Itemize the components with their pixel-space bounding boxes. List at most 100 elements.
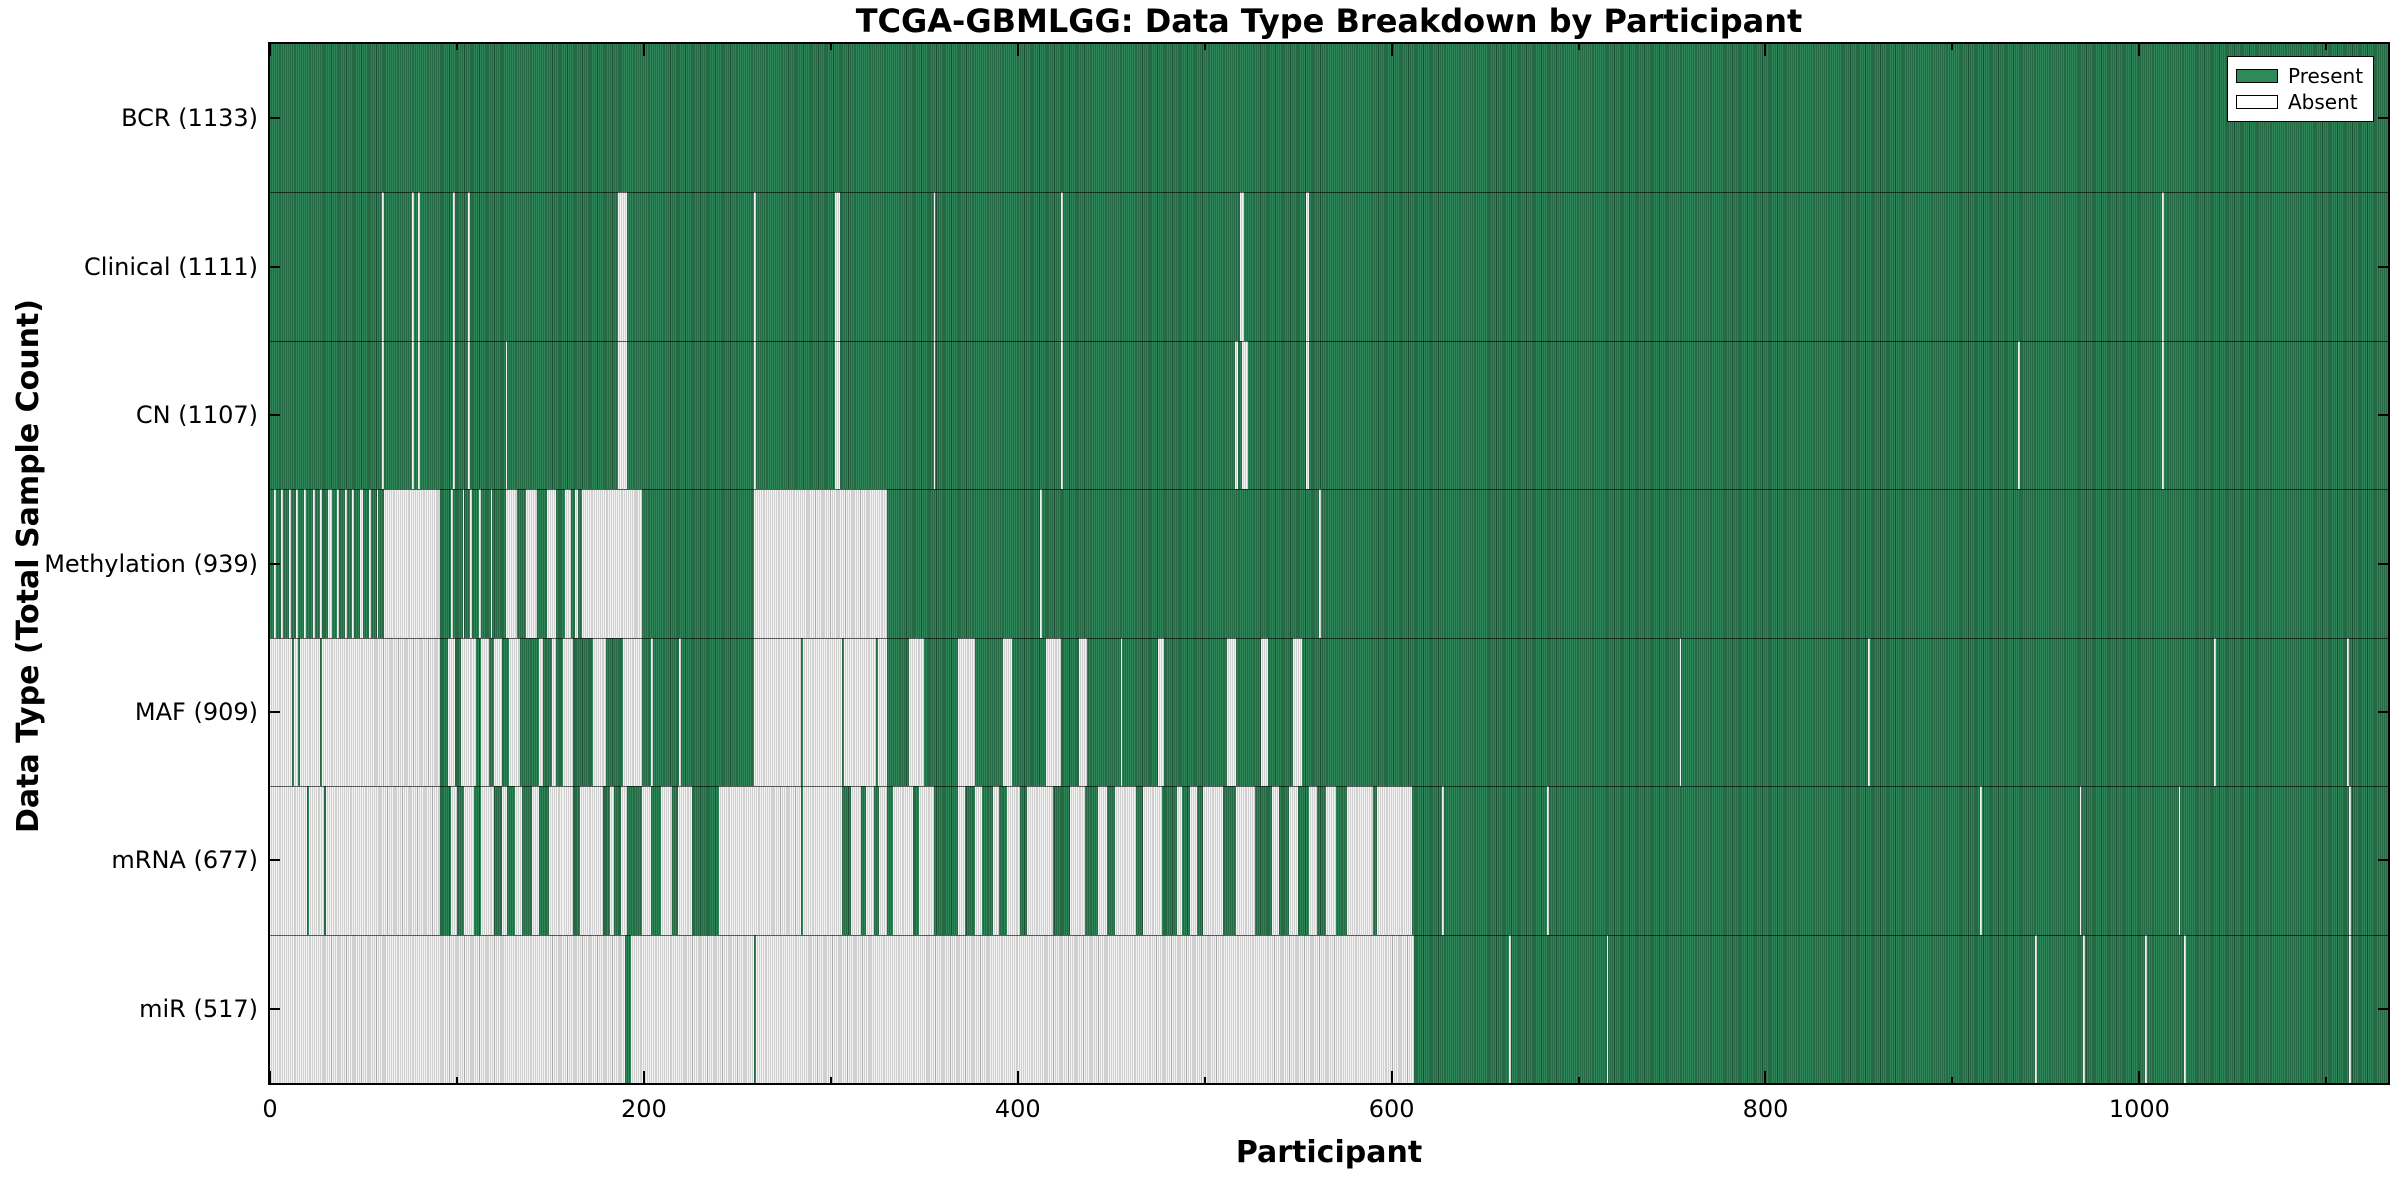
absent-cells [481, 786, 495, 935]
absent-cells [1292, 637, 1302, 787]
x-tick [2138, 1071, 2141, 1083]
absent-cells [563, 637, 573, 787]
absent-cells [1120, 637, 1123, 787]
absent-cells [593, 637, 607, 787]
absent-cells [294, 637, 299, 787]
absent-cells [320, 489, 323, 638]
heatmap-row-methylation [270, 489, 2388, 638]
absent-cells [754, 340, 757, 490]
absent-swatch-icon [2236, 95, 2278, 109]
absent-cells [412, 340, 414, 490]
absent-cells [909, 637, 925, 787]
absent-cells [322, 637, 441, 787]
absent-cells [382, 192, 385, 341]
absent-cells [974, 786, 983, 935]
absent-cells [460, 637, 476, 787]
y-tick [2378, 859, 2388, 862]
absent-cells [617, 192, 628, 341]
absent-cells [270, 934, 626, 1083]
absent-cells [1098, 786, 1108, 935]
absent-cells [417, 340, 420, 490]
absent-cells [1346, 786, 1373, 935]
absent-cells [610, 786, 614, 935]
y-tick-label-methylation: Methylation (939) [44, 549, 258, 578]
absent-cells [1027, 786, 1054, 935]
absent-cells [270, 637, 293, 787]
present-cells [270, 637, 2388, 787]
legend-label-present: Present [2288, 64, 2364, 88]
absent-cells [479, 489, 482, 638]
x-tick [1951, 44, 1954, 50]
heatmap-row-mir [270, 934, 2388, 1083]
absent-cells [376, 489, 379, 638]
absent-cells [1202, 786, 1224, 935]
absent-cells [1305, 340, 1310, 490]
x-tick-label: 400 [994, 1095, 1041, 1123]
absent-cells [451, 489, 454, 638]
absent-cells [384, 489, 441, 638]
x-tick [1764, 1071, 1767, 1083]
absent-cells [957, 637, 975, 787]
x-tick [2325, 1077, 2328, 1083]
legend-entry-present: Present [2236, 66, 2365, 86]
heatmap-row-mrna [270, 786, 2388, 935]
y-tick [2378, 117, 2388, 120]
absent-cells [1509, 934, 1512, 1083]
absent-cells [1142, 786, 1162, 935]
x-tick [829, 1077, 832, 1083]
absent-cells [993, 786, 1000, 935]
absent-cells [2178, 786, 2181, 935]
absent-cells [1070, 786, 1086, 935]
absent-cells [451, 786, 457, 935]
absent-cells [1240, 192, 1244, 341]
absent-cells [494, 637, 502, 787]
absent-cells [509, 637, 521, 787]
absent-cells [623, 637, 642, 787]
absent-cells [754, 489, 887, 638]
absent-cells [1679, 637, 1682, 787]
absent-cells [526, 489, 538, 638]
absent-cells [866, 786, 874, 935]
x-tick [1390, 44, 1393, 56]
plot-area [268, 42, 2390, 1085]
absent-cells [754, 192, 757, 341]
absent-cells [326, 786, 441, 935]
absent-cells [2017, 340, 2020, 490]
absent-cells [352, 489, 355, 638]
absent-cells [2034, 934, 2037, 1083]
absent-cells [462, 489, 465, 638]
x-tick [1203, 44, 1206, 50]
absent-cells [1040, 489, 1043, 638]
absent-cells [582, 489, 642, 638]
absent-cells [1234, 340, 1239, 490]
absent-cells [802, 786, 843, 935]
y-tick [270, 117, 280, 120]
absent-cells [546, 489, 556, 638]
x-tick-label: 200 [620, 1095, 667, 1123]
absent-cells [565, 489, 571, 638]
x-tick [1016, 1071, 1019, 1083]
y-tick [270, 710, 280, 713]
x-tick [1951, 1077, 1954, 1083]
absent-cells [1236, 786, 1256, 935]
x-tick [1203, 1077, 1206, 1083]
absent-cells [2161, 340, 2164, 490]
absent-cells [1318, 489, 1321, 638]
absent-cells [514, 786, 523, 935]
y-tick [2378, 1007, 2388, 1010]
absent-cells [369, 489, 371, 638]
row-separator [270, 192, 2388, 194]
absent-cells [309, 786, 325, 935]
legend-label-absent: Absent [2288, 90, 2358, 114]
heatmap-row-maf [270, 637, 2388, 787]
absent-cells [1006, 786, 1020, 935]
absent-cells [918, 786, 934, 935]
absent-cells [679, 637, 682, 787]
y-tick-label-clinical: Clinical (1111) [84, 252, 258, 281]
absent-cells [468, 340, 470, 490]
y-tick-label-bcr: BCR (1133) [121, 104, 258, 133]
absent-cells [851, 786, 861, 935]
absent-cells [1260, 637, 1269, 787]
absent-cells [412, 192, 414, 341]
absent-cells [453, 192, 456, 341]
